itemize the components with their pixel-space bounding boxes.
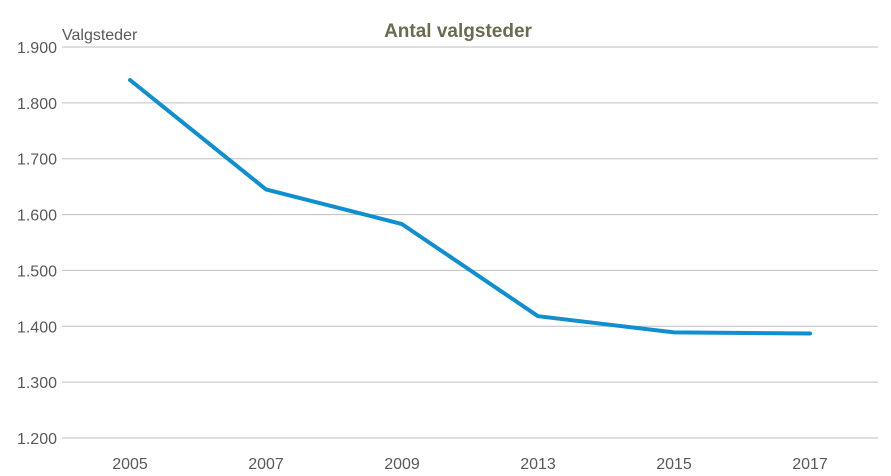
y-axis-label: Valgsteder — [62, 27, 138, 44]
series-layer — [128, 78, 812, 336]
x-tick-label: 2015 — [656, 456, 692, 473]
y-tick-label: 1.200 — [17, 431, 57, 448]
x-tick-label: 2005 — [112, 456, 148, 473]
x-tick-label: 2009 — [384, 456, 420, 473]
x-tick-label: 2017 — [792, 456, 828, 473]
y-tick-label: 1.500 — [17, 263, 57, 280]
y-tick-label: 1.600 — [17, 208, 57, 225]
x-axis-ticks: 2005 2007 2009 2013 2015 2017 — [112, 456, 828, 473]
series-line — [128, 78, 812, 336]
x-tick-label: 2007 — [248, 456, 284, 473]
y-tick-label: 1.900 — [17, 40, 57, 57]
y-axis-ticks: 1.900 1.800 1.700 1.600 1.500 1.400 1.300 1.200 — [17, 40, 57, 448]
y-tick-label: 1.800 — [17, 96, 57, 113]
y-tick-label: 1.700 — [17, 152, 57, 169]
y-tick-label: 1.400 — [17, 319, 57, 336]
chart-title: Antal valgsteder — [384, 21, 532, 42]
gridlines — [62, 46, 878, 439]
y-tick-label: 1.300 — [17, 375, 57, 392]
x-tick-label: 2013 — [520, 456, 556, 473]
